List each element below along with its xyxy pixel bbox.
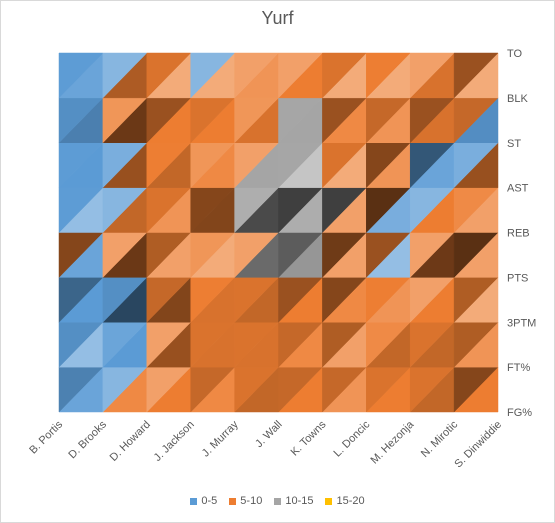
legend-swatch — [190, 497, 198, 505]
category-label-2: D. Howard — [108, 419, 153, 464]
legend-label: 15-20 — [336, 495, 365, 507]
category-label-10: S. Dinwiddie — [452, 419, 504, 471]
surface-cell-r7-c1-t1 — [102, 52, 148, 99]
surface-cell-r7-c3-t1 — [190, 52, 236, 99]
chart-legend: 0-5 5-10 10-15 15-20 — [0, 495, 555, 507]
category-label-0: B. Portis — [27, 418, 65, 456]
series-label-0: FG% — [507, 407, 532, 419]
legend-item-0: 0-5 — [190, 495, 217, 507]
surface-cells — [58, 52, 499, 413]
surface-cell-r7-c2-t1 — [146, 52, 192, 99]
legend-item-2: 10-15 — [274, 495, 313, 507]
surface-cell-r7-c0-t1 — [58, 52, 104, 99]
legend-item-3: 15-20 — [325, 495, 365, 507]
legend-label: 5-10 — [240, 495, 263, 507]
surface-cell-r7-c9-t1 — [453, 52, 499, 99]
surface-cell-r7-c5-t1 — [278, 52, 323, 99]
legend-label: 10-15 — [285, 495, 314, 507]
series-label-6: ST — [507, 138, 521, 150]
series-label-8: TO — [507, 48, 523, 60]
series-label-5: AST — [507, 183, 529, 195]
category-label-3: J. Jackson — [152, 419, 197, 464]
surface-cell-r7-c6-t1 — [322, 52, 367, 99]
series-label-7: BLK — [507, 93, 528, 105]
chart-title: Yurf — [261, 8, 294, 28]
legend-swatch — [325, 497, 333, 505]
legend-swatch — [274, 497, 282, 505]
category-label-9: N. Mirotic — [419, 418, 461, 460]
category-label-5: J. Wall — [253, 419, 285, 451]
category-label-1: D. Brooks — [66, 418, 109, 461]
legend-item-1: 5-10 — [229, 495, 262, 507]
category-label-7: L. Doncic — [332, 418, 373, 459]
surface-cell-r7-c8-t1 — [409, 52, 455, 99]
category-label-4: J. Murray — [200, 418, 241, 459]
series-label-4: REB — [507, 228, 530, 240]
category-label-6: K. Towns — [289, 418, 329, 458]
series-label-1: FT% — [507, 362, 530, 374]
surface-cell-r7-c4-t1 — [234, 52, 280, 99]
legend-swatch — [229, 497, 237, 505]
surface-cell-r7-c7-t1 — [366, 52, 411, 99]
series-label-2: 3PTM — [507, 317, 536, 329]
series-label-3: PTS — [507, 272, 528, 284]
category-label-8: M. Hezonja — [368, 418, 416, 466]
legend-label: 0-5 — [201, 495, 218, 507]
